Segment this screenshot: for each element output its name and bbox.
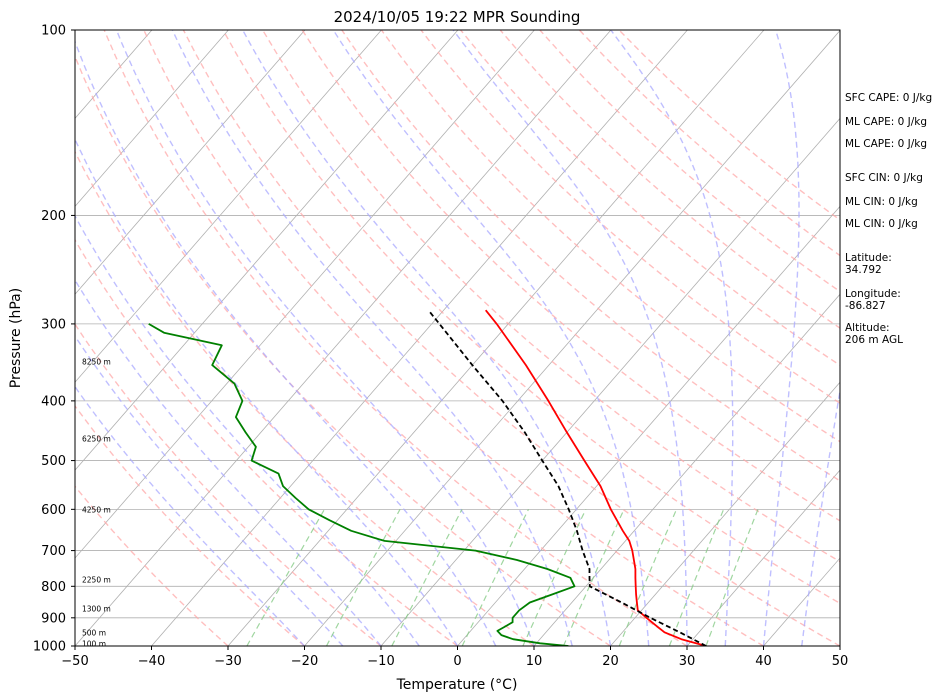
x-tick-label: −30 bbox=[214, 654, 241, 669]
x-tick-label: 40 bbox=[755, 654, 772, 669]
isotherm-line bbox=[75, 30, 612, 646]
x-tick-label: 30 bbox=[679, 654, 696, 669]
x-tick-label: 0 bbox=[453, 654, 461, 669]
dry-adiabat-line bbox=[539, 30, 840, 293]
isotherm-line bbox=[304, 30, 840, 646]
moist-adiabat-line bbox=[610, 30, 734, 646]
y-tick-label: 600 bbox=[41, 503, 66, 518]
mixing-ratio-line bbox=[618, 509, 678, 646]
dry-adiabat-line bbox=[75, 238, 458, 646]
y-tick-label: 400 bbox=[41, 394, 66, 409]
dewpoint-line bbox=[148, 323, 576, 646]
dry-adiabat-line bbox=[75, 150, 535, 646]
x-tick-label: 50 bbox=[832, 654, 849, 669]
moist-adiabat-line bbox=[75, 39, 497, 646]
sounding-params-panel: SFC CAPE: 0 J/kg ML CAPE: 0 J/kg ML CAPE: … bbox=[845, 0, 945, 700]
chart-title: 2024/10/05 19:22 MPR Sounding bbox=[334, 8, 581, 26]
y-tick-label: 500 bbox=[41, 454, 66, 469]
moist-adiabat-line bbox=[75, 385, 305, 646]
sounding-param: Latitude: 34.792 bbox=[845, 252, 892, 276]
y-axis-label: Pressure (hPa) bbox=[8, 288, 24, 388]
dry-adiabat-line bbox=[301, 30, 840, 522]
dry-adiabat-line bbox=[75, 485, 229, 646]
mixing-ratio-line bbox=[705, 509, 759, 646]
dry-adiabat-line bbox=[75, 404, 305, 646]
dry-adiabat-line bbox=[499, 30, 840, 329]
moist-adiabat-line bbox=[75, 137, 459, 646]
moist-adiabat-line bbox=[452, 30, 688, 646]
sounding-param: Longitude: -86.827 bbox=[845, 288, 901, 312]
isotherm-line bbox=[75, 30, 535, 559]
isotherm-line bbox=[610, 381, 840, 646]
x-axis-label: Temperature (°C) bbox=[396, 677, 518, 693]
isotherm-line bbox=[380, 117, 840, 646]
x-tick-label: −50 bbox=[61, 654, 88, 669]
parcel-profile-line bbox=[427, 309, 707, 646]
mixing-ratio-line bbox=[461, 509, 530, 646]
dry-adiabat-line bbox=[222, 30, 840, 605]
y-tick-label: 700 bbox=[41, 544, 66, 559]
sounding-param: SFC CIN: 0 J/kg bbox=[845, 172, 923, 184]
temperature-line bbox=[484, 309, 707, 646]
height-label: 6250 m bbox=[82, 434, 111, 443]
height-label: 100 m bbox=[82, 639, 106, 648]
moist-adiabat-line bbox=[115, 30, 535, 646]
x-tick-label: −10 bbox=[367, 654, 394, 669]
height-label: 4250 m bbox=[82, 505, 111, 514]
height-label: 500 m bbox=[82, 628, 106, 637]
x-tick-label: 10 bbox=[526, 654, 543, 669]
mixing-ratio-line bbox=[668, 509, 725, 646]
isotherm-line bbox=[151, 30, 688, 646]
sounding-param: SFC CAPE: 0 J/kg bbox=[845, 92, 933, 104]
isotherm-line bbox=[227, 30, 765, 646]
dry-adiabat-line bbox=[262, 30, 840, 563]
sounding-param: Altitude: 206 m AGL bbox=[845, 322, 903, 346]
plot-area-background bbox=[75, 30, 840, 646]
mixing-ratio-line bbox=[325, 509, 401, 646]
sounding-param: ML CIN: 0 J/kg bbox=[845, 196, 918, 208]
mixing-ratio-line bbox=[391, 509, 463, 646]
isotherm-line bbox=[75, 30, 229, 207]
mixing-ratio-line bbox=[246, 508, 326, 646]
height-label: 1300 m bbox=[82, 605, 111, 614]
dry-adiabat-line bbox=[460, 30, 840, 367]
isotherm-line bbox=[686, 469, 840, 646]
y-tick-label: 300 bbox=[41, 317, 66, 332]
dry-adiabat-line bbox=[182, 30, 840, 646]
height-label: 2250 m bbox=[82, 576, 111, 585]
sounding-param: ML CAPE: 0 J/kg bbox=[845, 116, 928, 128]
moist-adiabat-line bbox=[801, 386, 840, 646]
moist-adiabat-line bbox=[762, 30, 800, 646]
isotherm-line bbox=[75, 30, 306, 295]
mixing-ratio-line bbox=[522, 509, 587, 646]
y-tick-label: 100 bbox=[41, 24, 66, 39]
moist-adiabat-line bbox=[242, 30, 612, 646]
sounding-param: ML CAPE: 0 J/kg bbox=[845, 138, 928, 150]
sounding-param: ML CIN: 0 J/kg bbox=[845, 218, 918, 230]
y-tick-label: 200 bbox=[41, 209, 66, 224]
dry-adiabat-line bbox=[143, 30, 764, 646]
isotherm-line bbox=[75, 30, 382, 383]
moist-adiabat-line bbox=[332, 30, 650, 646]
isotherm-line bbox=[533, 293, 840, 646]
isotherm-line bbox=[457, 205, 840, 646]
x-tick-label: 20 bbox=[602, 654, 619, 669]
y-tick-label: 900 bbox=[41, 611, 66, 626]
height-label: 8250 m bbox=[82, 357, 111, 366]
moist-adiabat-line bbox=[171, 30, 573, 646]
y-tick-label: 1000 bbox=[33, 640, 66, 655]
dry-adiabat-line bbox=[103, 30, 688, 646]
moist-adiabat-line bbox=[75, 214, 420, 646]
x-tick-label: −20 bbox=[291, 654, 318, 669]
y-tick-label: 800 bbox=[41, 580, 66, 595]
x-tick-label: −40 bbox=[138, 654, 165, 669]
